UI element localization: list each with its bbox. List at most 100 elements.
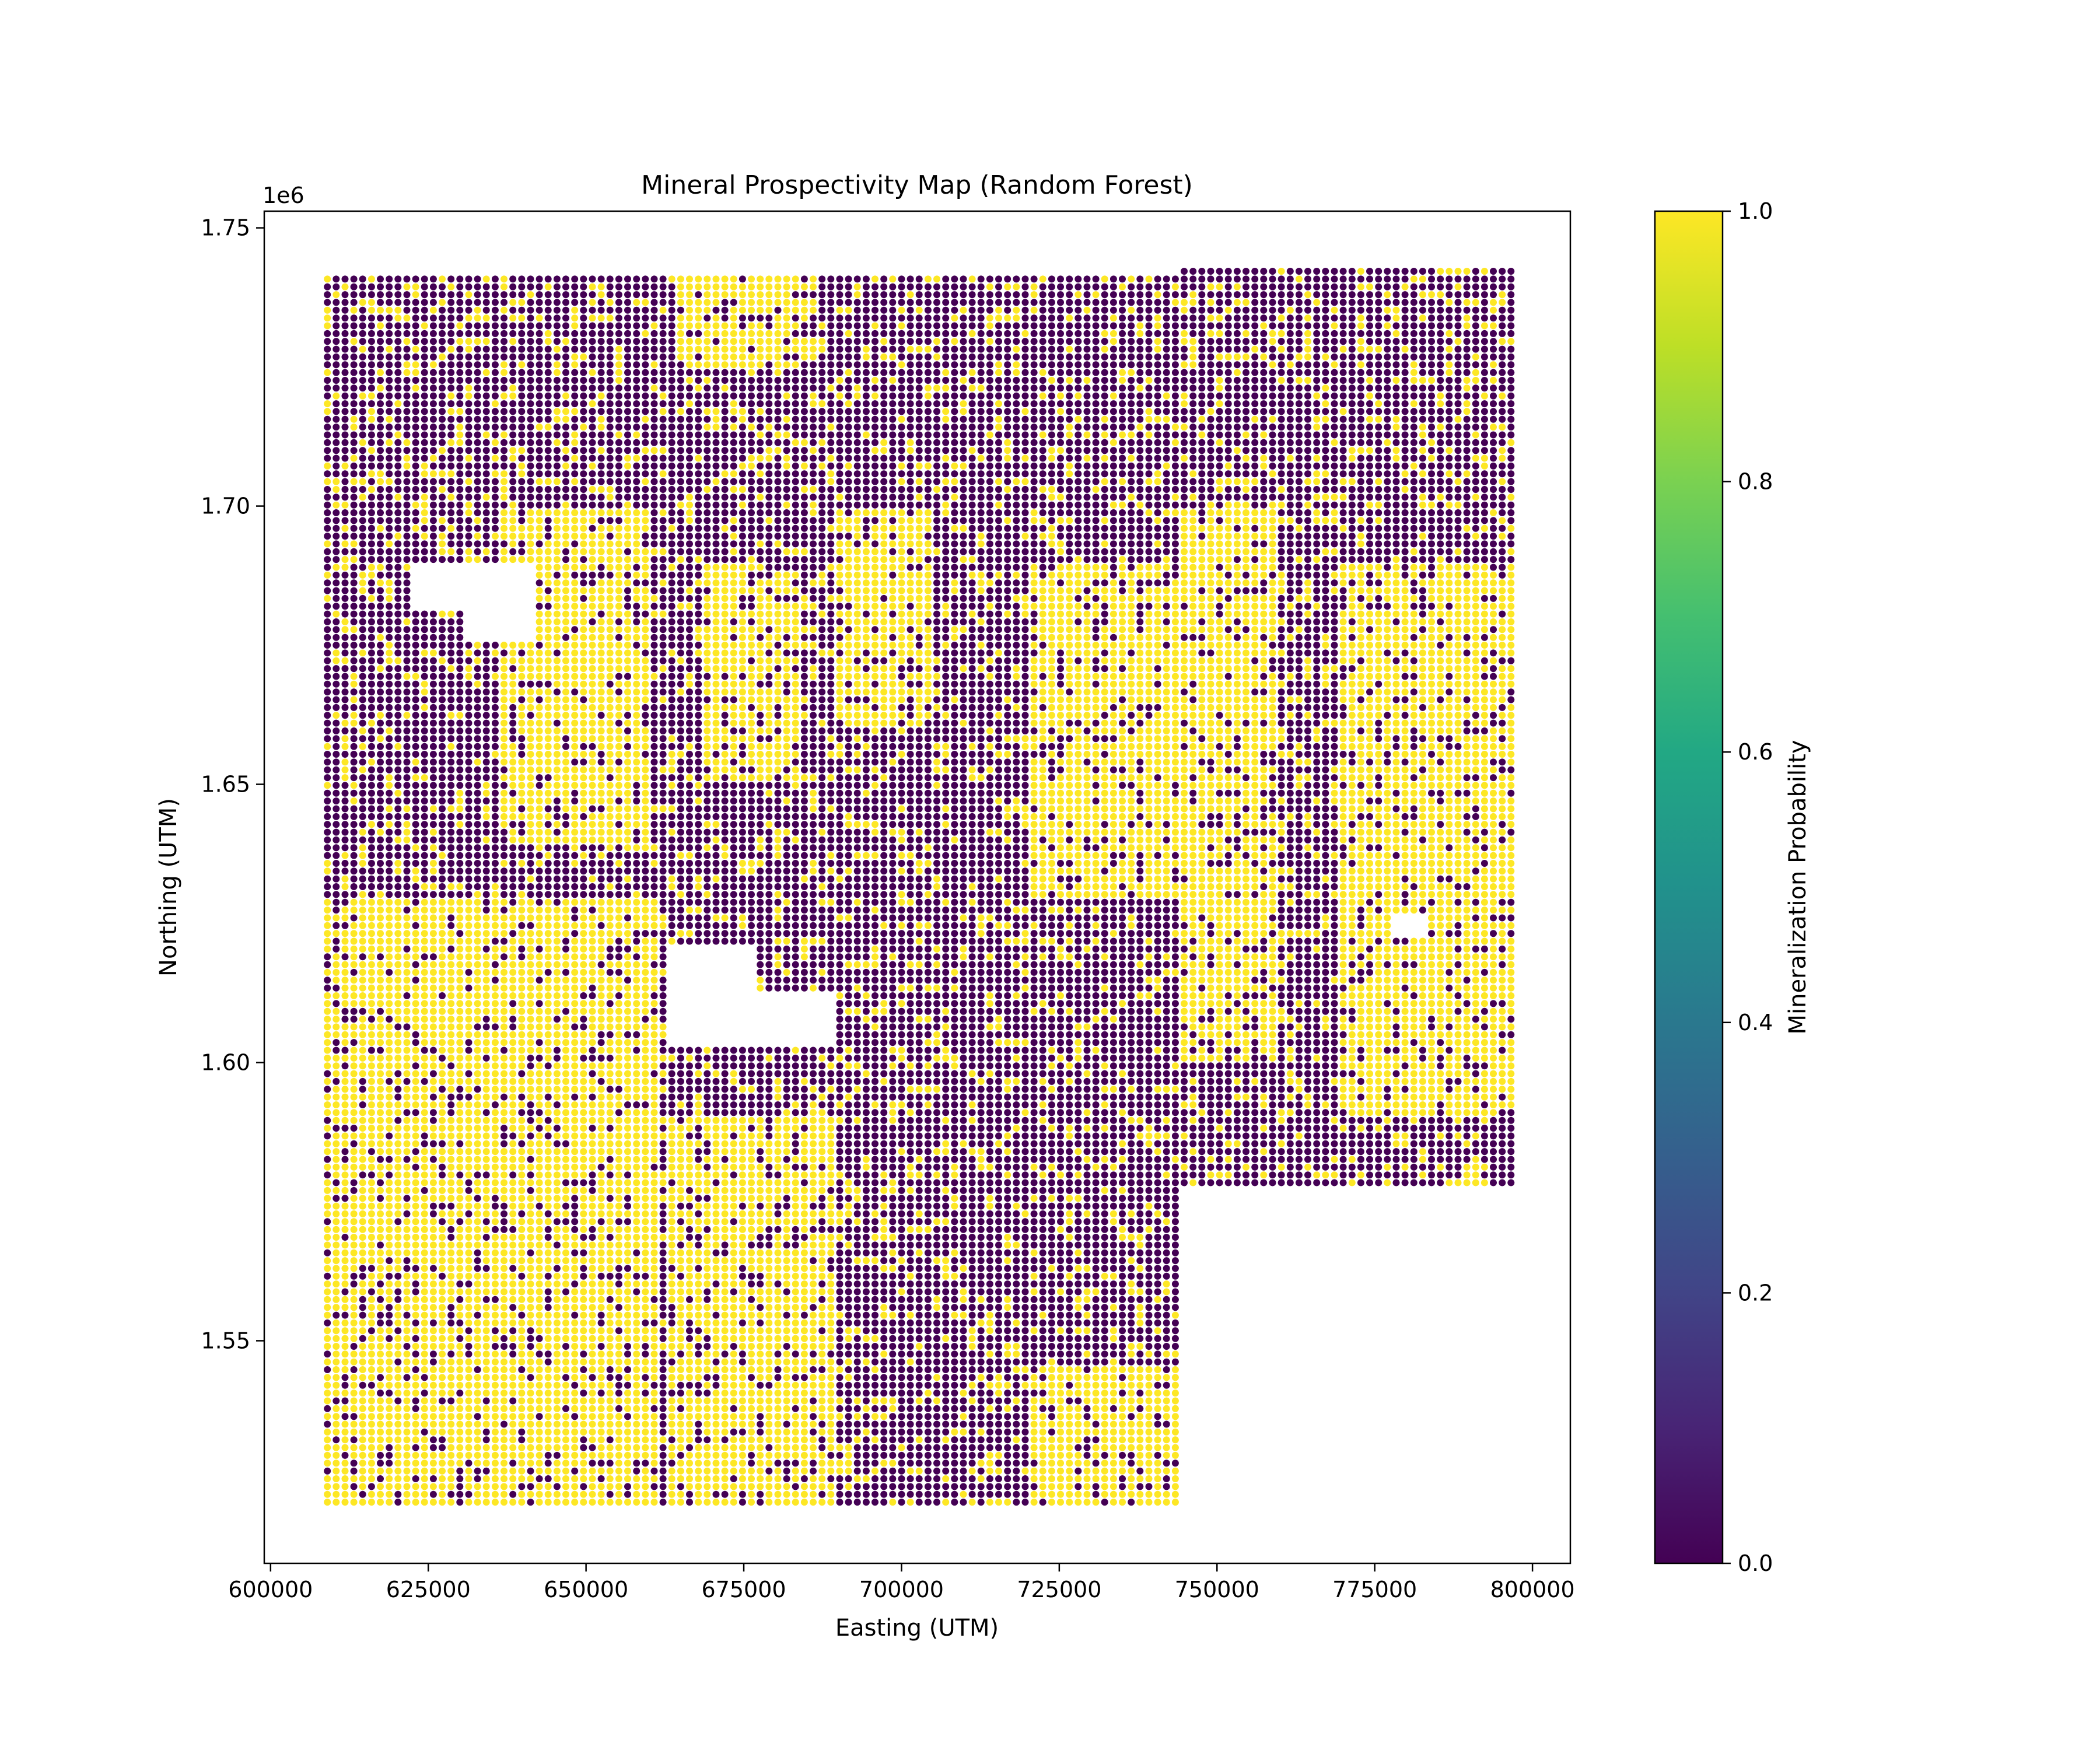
prospectivity-point [429,1280,437,1288]
prospectivity-point [1119,1343,1126,1350]
prospectivity-point [439,1343,446,1350]
prospectivity-point [518,1397,526,1405]
prospectivity-point [898,1397,905,1405]
prospectivity-point [447,1436,455,1444]
prospectivity-point [862,1241,870,1249]
prospectivity-point [721,1343,729,1350]
prospectivity-point [995,1358,1002,1366]
prospectivity-point [1083,1381,1091,1389]
prospectivity-point [377,1163,384,1171]
prospectivity-point [1048,1171,1055,1179]
prospectivity-point [1101,1420,1108,1428]
prospectivity-point [456,1390,464,1397]
prospectivity-point [1110,1179,1117,1186]
prospectivity-point [1348,1140,1356,1147]
prospectivity-point [1171,1319,1179,1326]
prospectivity-point [1454,1140,1462,1147]
prospectivity-point [721,1319,729,1326]
prospectivity-point [571,1490,579,1498]
prospectivity-point [924,1296,932,1303]
prospectivity-point [686,1186,693,1194]
prospectivity-point [527,1366,534,1373]
prospectivity-point [836,1420,844,1428]
prospectivity-point [1490,1163,1497,1171]
prospectivity-point [606,1218,614,1226]
prospectivity-point [1083,1428,1091,1436]
prospectivity-point [730,1265,737,1272]
prospectivity-point [394,1499,402,1506]
prospectivity-point [429,1249,437,1256]
prospectivity-point [730,1436,737,1444]
prospectivity-point [1269,1163,1276,1171]
prospectivity-point [800,1218,808,1226]
prospectivity-point [553,1132,561,1140]
prospectivity-point [880,1288,888,1296]
prospectivity-point [1437,1163,1444,1171]
prospectivity-point [1083,1311,1091,1319]
prospectivity-point [633,1460,640,1467]
prospectivity-point [597,1397,605,1405]
prospectivity-point [845,1280,852,1288]
prospectivity-point [491,1460,499,1467]
prospectivity-point [907,1280,914,1288]
prospectivity-point [898,1272,905,1280]
prospectivity-point [571,1381,579,1389]
prospectivity-point [686,1366,693,1373]
prospectivity-point [1171,1436,1179,1444]
prospectivity-point [783,1288,790,1296]
prospectivity-point [606,1226,614,1233]
prospectivity-point [738,1226,746,1233]
prospectivity-point [1154,1381,1161,1389]
prospectivity-point [1013,1420,1020,1428]
prospectivity-point [695,1296,702,1303]
prospectivity-point [624,1186,631,1194]
prospectivity-point [386,1304,393,1311]
prospectivity-point [704,1343,711,1350]
prospectivity-point [951,1490,958,1498]
prospectivity-point [350,1405,358,1412]
prospectivity-point [889,1444,897,1451]
prospectivity-point [1163,1374,1170,1381]
prospectivity-point [862,1490,870,1498]
prospectivity-point [642,1210,649,1217]
prospectivity-point [774,1420,782,1428]
prospectivity-point [659,1436,667,1444]
prospectivity-point [474,1350,481,1358]
prospectivity-point [341,1226,349,1233]
prospectivity-point [721,1171,729,1179]
prospectivity-point [1171,1148,1179,1156]
prospectivity-point [1066,1179,1073,1186]
prospectivity-point [1163,1311,1170,1319]
prospectivity-point [1101,1444,1108,1451]
prospectivity-point [1110,1327,1117,1335]
prospectivity-point [429,1234,437,1241]
prospectivity-point [1463,1171,1471,1179]
prospectivity-point [995,1444,1002,1451]
prospectivity-point [1048,1156,1055,1163]
prospectivity-point [783,1265,790,1272]
prospectivity-point [536,1413,543,1420]
prospectivity-point [332,1366,340,1373]
prospectivity-point [606,1350,614,1358]
prospectivity-point [571,1272,579,1280]
prospectivity-point [1136,1428,1144,1436]
prospectivity-point [659,1311,667,1319]
prospectivity-point [968,1249,976,1256]
prospectivity-point [491,1125,499,1132]
prospectivity-point [1057,1210,1064,1217]
prospectivity-point [332,1335,340,1342]
prospectivity-point [960,1241,967,1249]
prospectivity-point [810,1444,817,1451]
prospectivity-point [421,1350,428,1358]
prospectivity-point [1128,1451,1135,1459]
prospectivity-point [880,1132,888,1140]
prospectivity-point [606,1257,614,1265]
prospectivity-point [1021,1428,1029,1436]
prospectivity-point [1313,1148,1321,1156]
prospectivity-point [536,1319,543,1326]
prospectivity-point [1083,1366,1091,1373]
prospectivity-point [1313,1171,1321,1179]
prospectivity-point [615,1218,622,1226]
prospectivity-point [1066,1265,1073,1272]
prospectivity-point [447,1288,455,1296]
